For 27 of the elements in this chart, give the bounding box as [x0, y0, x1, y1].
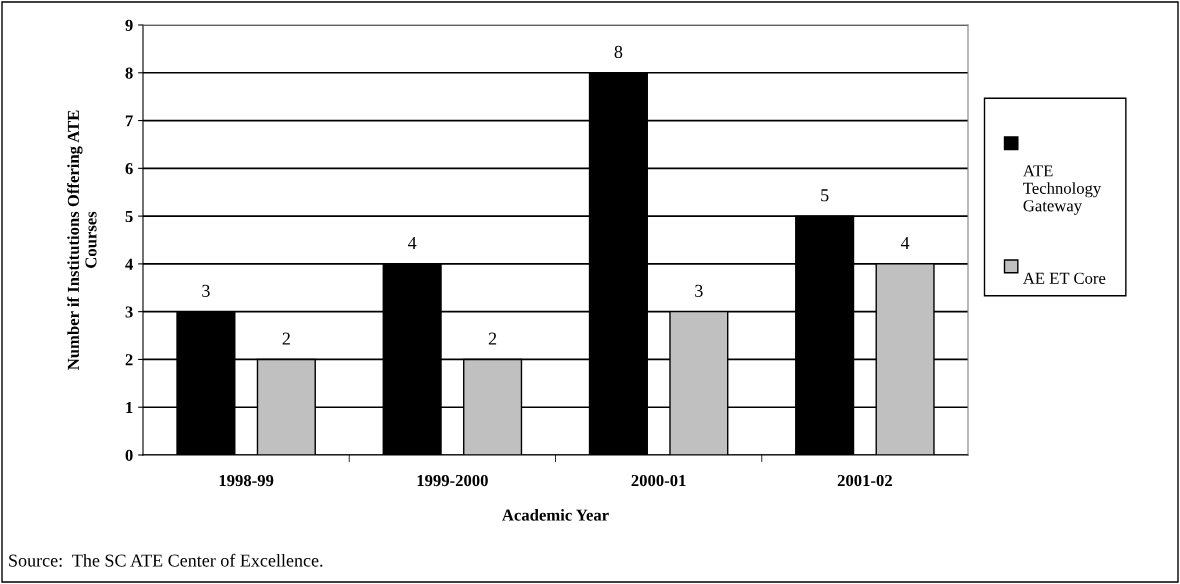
- data-label: 3: [202, 284, 210, 297]
- y-tick-label: 5: [125, 210, 133, 223]
- y-tick-label: 7: [125, 115, 133, 127]
- data-label: 4: [900, 237, 910, 249]
- data-label: 4: [408, 237, 417, 249]
- y-tick-label: 4: [125, 258, 133, 270]
- data-label: 2: [282, 332, 290, 345]
- source-note: Source: The SC ATE Center of Excellence.: [9, 553, 323, 567]
- y-tick-label: 2: [125, 354, 133, 366]
- x-tick-label: 2001-02: [837, 474, 892, 487]
- y-tick-label: 1: [126, 402, 133, 413]
- y-tick-label: 8: [125, 67, 133, 79]
- legend-label: AE ET Core: [1023, 272, 1106, 284]
- x-axis-title: Academic Year: [502, 509, 609, 521]
- x-tick-label: 1999-2000: [417, 474, 488, 487]
- y-tick-label: 6: [125, 163, 133, 175]
- y-axis-title: Number if Institutions Offering ATE Courses: [67, 110, 97, 370]
- data-label: 2: [488, 332, 497, 345]
- data-label: 3: [695, 284, 703, 297]
- y-tick-label: 3: [125, 306, 133, 318]
- data-label: 5: [821, 189, 829, 202]
- legend-label: ATE Technology Gateway: [1023, 165, 1102, 215]
- data-label: 8: [614, 45, 623, 58]
- x-tick-label: 1998-99: [219, 474, 274, 487]
- y-tick-label: 9: [125, 19, 133, 31]
- x-tick-label: 2000-01: [631, 474, 686, 487]
- y-tick-label: 0: [125, 449, 133, 461]
